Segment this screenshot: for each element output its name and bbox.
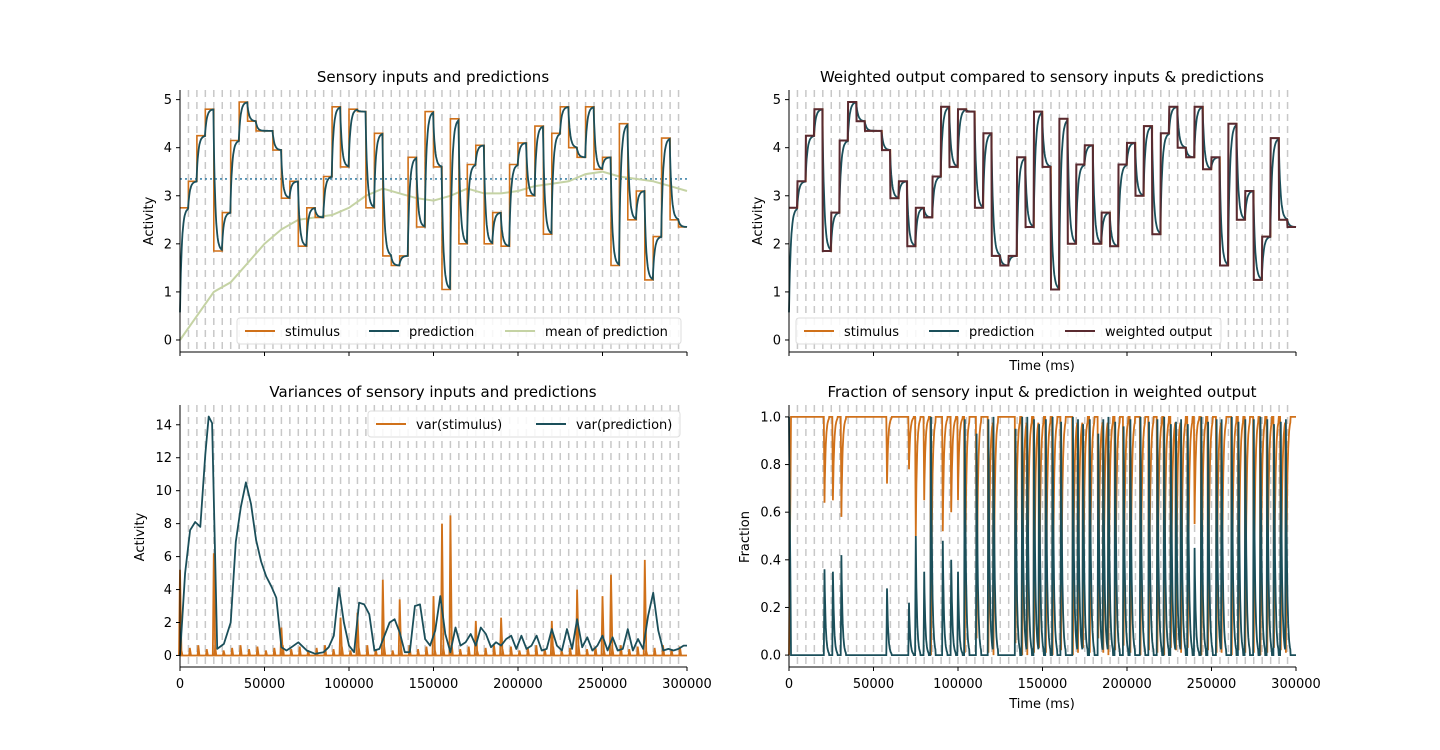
panel-title: Fraction of sensory input & prediction i… — [827, 383, 1256, 401]
y-tick-label: 0.2 — [760, 601, 781, 616]
series-var-stimulus — [178, 515, 687, 657]
y-tick-label: 3 — [773, 189, 781, 204]
x-tick-label: 300000 — [1271, 677, 1321, 692]
x-tick-label: 50000 — [853, 677, 894, 692]
y-axis-label: Activity — [142, 196, 157, 245]
x-tick-label: 0 — [176, 677, 184, 692]
x-axis-label: Time (ms) — [1008, 359, 1075, 374]
series-stimulus-fraction — [788, 416, 1296, 656]
legend-label: prediction — [969, 325, 1034, 340]
y-axis-label: Activity — [133, 512, 148, 561]
y-axis-label: Activity — [751, 196, 766, 245]
series-weighted-output — [789, 101, 1296, 291]
panel-title: Variances of sensory inputs and predicti… — [269, 383, 596, 401]
legend-label: var(stimulus) — [416, 418, 502, 433]
x-tick-label: 150000 — [1018, 677, 1068, 692]
y-tick-label: 4 — [164, 141, 172, 156]
x-tick-label: 100000 — [933, 677, 983, 692]
y-tick-label: 3 — [164, 189, 172, 204]
y-tick-label: 0.4 — [760, 553, 781, 568]
y-tick-label: 0 — [164, 333, 172, 348]
x-axis-label: Time (ms) — [1008, 697, 1075, 712]
y-tick-label: 0.0 — [760, 649, 781, 664]
x-tick-label: 50000 — [244, 677, 285, 692]
y-tick-label: 14 — [155, 418, 172, 433]
legend-label: mean of prediction — [545, 325, 668, 340]
legend-box — [236, 317, 682, 345]
series-var-prediction — [179, 415, 687, 656]
legend-label: var(prediction) — [576, 418, 672, 433]
x-tick-label: 200000 — [1102, 677, 1152, 692]
x-tick-label: 300000 — [662, 677, 712, 692]
y-tick-label: 1 — [773, 285, 781, 300]
x-tick-label: 150000 — [409, 677, 459, 692]
y-tick-label: 10 — [155, 484, 172, 499]
y-tick-label: 4 — [164, 583, 172, 598]
legend-label: weighted output — [1105, 325, 1212, 340]
panel-title: Sensory inputs and predictions — [317, 68, 549, 86]
panel-weighted-output: Weighted output compared to sensory inpu… — [751, 68, 1297, 374]
y-tick-label: 1 — [164, 285, 172, 300]
y-tick-label: 6 — [164, 550, 172, 565]
panel-fraction: Fraction of sensory input & prediction i… — [738, 383, 1321, 712]
panel-sensory-inputs: Sensory inputs and predictions Activity … — [142, 68, 688, 356]
series-mean-of-prediction — [179, 170, 688, 341]
y-tick-label: 5 — [773, 93, 781, 108]
x-tick-label: 0 — [785, 677, 793, 692]
y-tick-label: 12 — [155, 451, 172, 466]
y-tick-label: 2 — [164, 616, 172, 631]
x-tick-label: 200000 — [493, 677, 543, 692]
x-tick-label: 100000 — [324, 677, 374, 692]
legend-label: stimulus — [844, 325, 899, 340]
series-prediction-fraction — [788, 416, 1296, 656]
y-tick-label: 5 — [164, 93, 172, 108]
x-tick-label: 250000 — [1187, 677, 1237, 692]
y-tick-label: 8 — [164, 517, 172, 532]
y-tick-label: 0.6 — [760, 506, 781, 521]
y-axis-label: Fraction — [738, 511, 753, 563]
x-tick-label: 250000 — [578, 677, 628, 692]
y-tick-label: 1.0 — [760, 410, 781, 425]
y-tick-label: 4 — [773, 141, 781, 156]
legend-label: stimulus — [285, 325, 340, 340]
panel-variances: Variances of sensory inputs and predicti… — [133, 383, 712, 692]
series-prediction — [179, 101, 688, 313]
y-tick-label: 0 — [773, 333, 781, 348]
y-tick-label: 0 — [164, 649, 172, 664]
y-tick-label: 2 — [773, 237, 781, 252]
panel-title: Weighted output compared to sensory inpu… — [820, 68, 1264, 86]
legend-label: prediction — [409, 325, 474, 340]
y-tick-label: 2 — [164, 237, 172, 252]
y-tick-label: 0.8 — [760, 458, 781, 473]
legend-box — [367, 410, 681, 438]
legend-box — [795, 317, 1222, 345]
